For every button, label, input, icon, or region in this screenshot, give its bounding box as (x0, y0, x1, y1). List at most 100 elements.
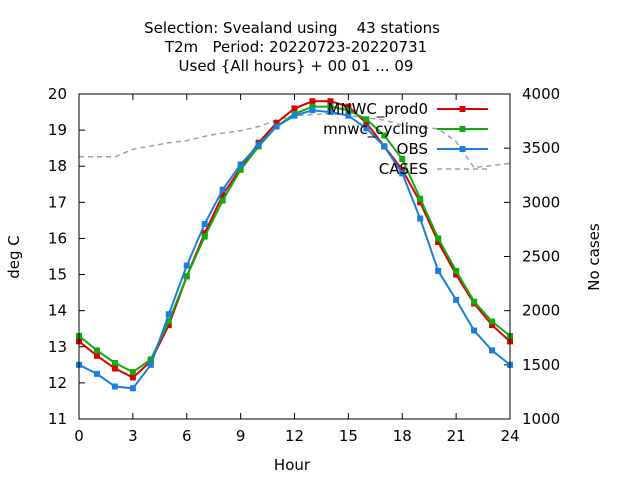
data-point (201, 221, 208, 227)
y-tick-label: 18 (48, 157, 67, 175)
data-point (291, 112, 298, 119)
x-tick-label: 21 (447, 427, 466, 445)
data-point (219, 192, 226, 199)
y-tick-label: 14 (48, 302, 67, 320)
data-point (471, 327, 478, 334)
data-point (345, 103, 352, 110)
data-point (147, 361, 154, 368)
y2-tick-label: 1500 (522, 356, 560, 374)
data-point (399, 170, 406, 177)
legend-item: OBS (397, 140, 488, 158)
data-point (381, 132, 388, 139)
legend-label: OBS (397, 140, 428, 158)
x-tick-labels: 0 3 6 9 12 15 18 21 24 (74, 427, 519, 445)
y2-tick-label: 4000 (522, 85, 560, 103)
y-tick-label: 16 (48, 229, 67, 247)
legend-item: CASES (379, 160, 488, 178)
data-point (165, 318, 172, 325)
data-point (255, 141, 262, 148)
data-point (453, 271, 460, 278)
data-point (183, 262, 190, 269)
legend-marker (459, 106, 466, 112)
chart-title: Selection: Svealand using 43 stations T2… (144, 19, 440, 75)
legend-label: MNWC_prod0 (327, 100, 428, 119)
data-point (345, 112, 352, 119)
data-point (273, 119, 280, 126)
y-tick-label: 12 (48, 374, 67, 392)
title-line-3: Used {All hours} + 00 01 ... 09 (179, 57, 414, 75)
data-point (219, 186, 226, 193)
series-mnwc-prod0 (76, 98, 513, 381)
data-point (111, 365, 118, 372)
y2-tick-label: 2000 (522, 302, 560, 320)
data-point (381, 143, 388, 150)
data-point (237, 161, 244, 168)
data-point (399, 166, 406, 173)
data-point (309, 98, 316, 105)
data-point (129, 385, 136, 392)
data-point (417, 199, 424, 206)
data-point (435, 235, 442, 242)
cases-line (79, 112, 511, 169)
x-tick-label: 24 (500, 427, 519, 445)
data-point (129, 369, 136, 376)
x-tick-label: 6 (182, 427, 192, 445)
data-point (489, 318, 496, 325)
data-point (435, 239, 442, 246)
y-tick-label: 20 (48, 85, 67, 103)
title-line-2: T2m Period: 20220723-20220731 (164, 38, 427, 56)
data-point (435, 267, 442, 274)
data-point (471, 298, 478, 305)
data-point (93, 370, 100, 377)
legend-marker (459, 126, 466, 132)
y-axis-label: deg C (5, 235, 23, 279)
data-point (219, 197, 226, 204)
legend-item: mnwc_cycling (323, 120, 488, 139)
data-point (93, 347, 100, 354)
data-point (165, 322, 172, 329)
x-tick-label: 9 (236, 427, 246, 445)
x-tick-label: 3 (128, 427, 138, 445)
data-point (345, 107, 352, 114)
data-point (165, 311, 172, 318)
data-point (291, 105, 298, 112)
series-layer (76, 98, 513, 392)
y2-tick-label: 3000 (522, 193, 560, 211)
legend-label: CASES (379, 160, 428, 178)
data-point (309, 107, 316, 114)
plot-area (76, 93, 513, 420)
data-point (363, 116, 370, 123)
data-point (363, 125, 370, 132)
y-tick-labels: 11 12 13 14 15 16 17 18 19 20 (48, 85, 67, 428)
y2-tick-label: 1000 (522, 410, 560, 428)
series-line (78, 100, 511, 379)
data-point (309, 103, 316, 110)
data-point (147, 356, 154, 363)
series-cases (79, 112, 511, 169)
y-tick-label: 17 (48, 193, 67, 211)
y-tick-label: 13 (48, 338, 67, 356)
y2-tick-label: 3500 (522, 139, 560, 157)
legend-label: mnwc_cycling (323, 120, 428, 139)
x-tick-label: 12 (285, 427, 304, 445)
y-tick-label: 11 (48, 410, 67, 428)
y2-tick-label: 2500 (522, 248, 560, 266)
data-point (363, 119, 370, 126)
plot-frame (78, 93, 511, 420)
series-mnwc-cycling (76, 103, 513, 376)
data-point (111, 383, 118, 390)
data-point (183, 273, 190, 280)
data-point (327, 98, 334, 105)
data-point (93, 352, 100, 359)
data-point (129, 374, 136, 381)
title-line-1: Selection: Svealand using 43 stations (144, 19, 440, 37)
data-point (273, 123, 280, 130)
data-point (201, 230, 208, 237)
y2-axis-label: No cases (585, 223, 603, 291)
data-point (327, 103, 334, 110)
legend-marker (459, 146, 466, 152)
x-axis-label: Hour (274, 456, 311, 474)
data-point (399, 156, 406, 162)
